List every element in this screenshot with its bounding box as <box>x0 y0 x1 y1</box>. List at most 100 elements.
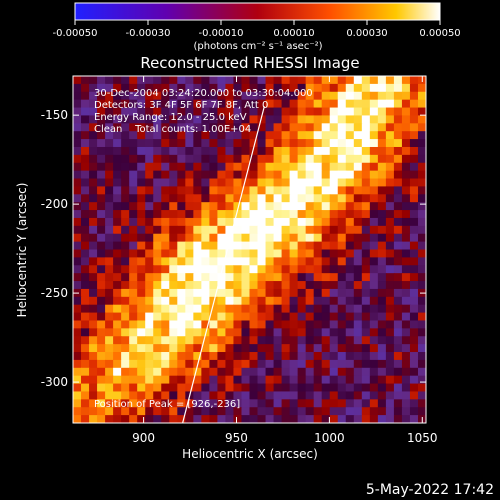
heatmap-cell <box>377 344 387 353</box>
heatmap-cell <box>185 383 194 393</box>
heatmap-cell <box>217 170 227 180</box>
heatmap-cell <box>81 399 90 408</box>
heatmap-cell <box>361 210 371 219</box>
heatmap-cell <box>201 391 210 400</box>
heatmap-cell <box>281 194 291 203</box>
heatmap-cell <box>401 273 411 282</box>
heatmap-cell <box>121 375 130 385</box>
heatmap-cell <box>257 383 267 393</box>
heatmap-cell <box>281 91 291 101</box>
heatmap-cell <box>345 273 355 282</box>
heatmap-cell <box>313 233 323 243</box>
heatmap-cell <box>89 288 98 298</box>
heatmap-cell <box>153 328 162 337</box>
heatmap-cell <box>217 233 227 243</box>
heatmap-cell <box>105 162 114 172</box>
heatmap-cell <box>353 225 363 235</box>
heatmap-cell <box>249 210 259 219</box>
heatmap-cell <box>129 352 138 361</box>
heatmap-cell <box>121 178 130 188</box>
heatmap-cell <box>201 265 210 274</box>
heatmap-cell <box>105 123 114 132</box>
heatmap-cell <box>225 202 235 211</box>
heatmap-cell <box>313 178 323 188</box>
heatmap-cell <box>369 344 379 353</box>
heatmap-cell <box>225 265 235 274</box>
heatmap-cell <box>361 415 371 423</box>
heatmap-cell <box>297 91 307 101</box>
heatmap-cell <box>281 217 291 227</box>
heatmap-cell <box>201 288 210 298</box>
heatmap-cell <box>361 146 371 156</box>
heatmap-cell <box>377 115 387 124</box>
heatmap-cell <box>409 83 419 93</box>
heatmap-cell <box>129 359 138 369</box>
heatmap-cell <box>89 241 98 251</box>
heatmap-cell <box>113 281 122 290</box>
heatmap-cell <box>257 249 267 258</box>
heatmap-cell <box>161 115 170 124</box>
heatmap-cell <box>193 178 202 188</box>
heatmap-cell <box>377 367 387 377</box>
heatmap-cell <box>393 352 403 361</box>
heatmap-cell <box>153 407 162 416</box>
heatmap-cell <box>193 288 202 298</box>
heatmap-cell <box>153 415 162 423</box>
heatmap-cell <box>217 241 227 251</box>
heatmap-cell <box>321 154 331 164</box>
heatmap-cell <box>209 178 219 188</box>
heatmap-cell <box>265 312 275 322</box>
heatmap-cell <box>377 375 387 385</box>
heatmap-cell <box>305 415 315 423</box>
heatmap-cell <box>305 210 315 219</box>
heatmap-cell <box>209 288 219 298</box>
heatmap-cell <box>185 225 194 235</box>
heatmap-cell <box>385 359 395 369</box>
x-tick-label: 1050 <box>407 431 438 445</box>
heatmap-cell <box>225 146 235 156</box>
heatmap-cell <box>161 91 170 101</box>
heatmap-cell <box>137 312 146 322</box>
heatmap-cell <box>361 281 371 290</box>
heatmap-cell <box>73 375 82 385</box>
heatmap-cell <box>161 415 170 423</box>
heatmap-cell <box>377 139 387 148</box>
heatmap-cell <box>121 162 130 172</box>
heatmap-cell <box>289 123 299 132</box>
heatmap-cell <box>153 139 162 148</box>
heatmap-cell <box>225 273 235 282</box>
heatmap-cell <box>209 407 219 416</box>
heatmap-cell <box>177 115 186 124</box>
heatmap-cell <box>97 257 106 266</box>
heatmap-cell <box>329 170 339 180</box>
heatmap-cell <box>177 399 186 408</box>
heatmap-cell <box>233 99 243 109</box>
heatmap-cell <box>89 367 98 377</box>
heatmap-cell <box>265 83 275 93</box>
heatmap-cell <box>401 320 411 329</box>
heatmap-cell <box>217 273 227 282</box>
heatmap-cell <box>193 352 202 361</box>
heatmap-cell <box>89 76 98 85</box>
heatmap-cell <box>329 383 339 393</box>
heatmap-cell <box>273 352 283 361</box>
heatmap-cell <box>73 217 82 227</box>
heatmap-cell <box>137 265 146 274</box>
heatmap-cell <box>97 391 106 400</box>
heatmap-cell <box>273 162 283 172</box>
heatmap-cell <box>305 304 315 314</box>
heatmap-cell <box>377 202 387 211</box>
heatmap-cell <box>105 312 114 322</box>
y-tick-label: -200 <box>41 197 68 211</box>
heatmap-cell <box>313 241 323 251</box>
heatmap-cell <box>281 407 291 416</box>
heatmap-cell <box>145 91 154 101</box>
heatmap-cell <box>385 233 395 243</box>
heatmap-cell <box>201 336 210 345</box>
heatmap-cell <box>409 115 419 124</box>
heatmap-cell <box>401 281 411 290</box>
heatmap-cell <box>305 178 315 188</box>
heatmap-cell <box>401 186 411 195</box>
heatmap-cell <box>73 273 82 282</box>
heatmap-cell <box>241 99 251 109</box>
